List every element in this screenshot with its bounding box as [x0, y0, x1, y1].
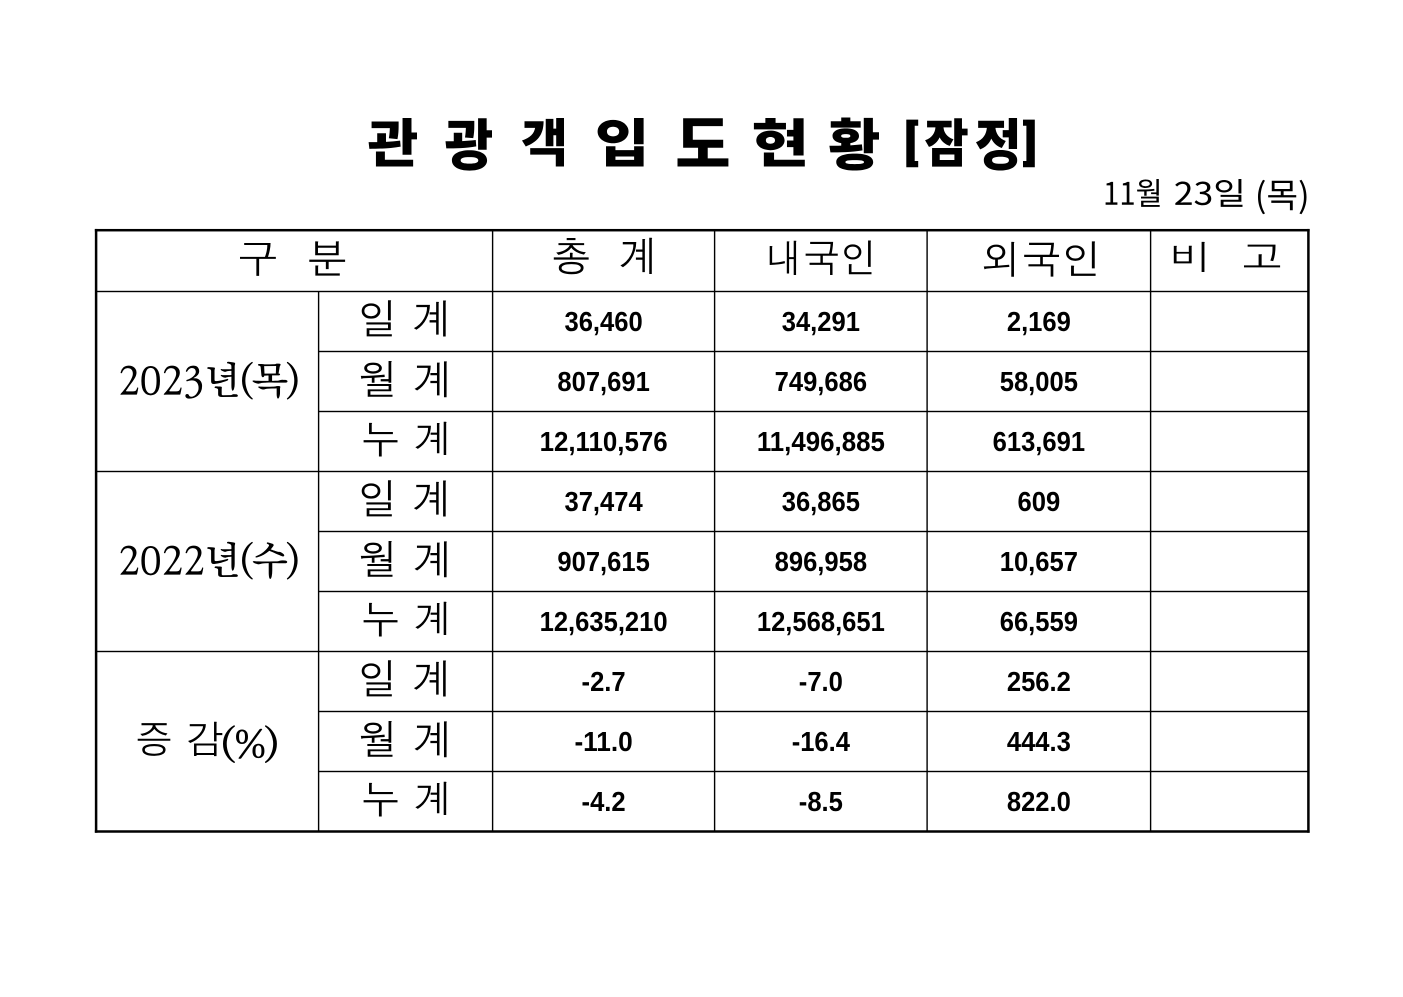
- svg-text:2,169: 2,169: [1007, 306, 1071, 337]
- svg-text:609: 609: [1018, 486, 1061, 517]
- svg-text:12,110,576: 12,110,576: [540, 426, 668, 457]
- svg-text:749,686: 749,686: [775, 366, 867, 397]
- svg-text:-4.2: -4.2: [582, 786, 626, 817]
- svg-text:-7.0: -7.0: [799, 666, 843, 697]
- svg-text:10,657: 10,657: [1000, 546, 1078, 577]
- svg-text:-2.7: -2.7: [582, 666, 626, 697]
- svg-text:-16.4: -16.4: [792, 726, 851, 757]
- svg-text:34,291: 34,291: [782, 306, 860, 337]
- svg-text:-11.0: -11.0: [574, 726, 632, 757]
- svg-text:907,615: 907,615: [557, 546, 649, 577]
- svg-text:807,691: 807,691: [557, 366, 649, 397]
- svg-text:613,691: 613,691: [993, 426, 1085, 457]
- svg-text:444.3: 444.3: [1007, 726, 1071, 757]
- svg-text:37,474: 37,474: [565, 486, 644, 517]
- svg-text:66,559: 66,559: [1000, 606, 1078, 637]
- svg-text:58,005: 58,005: [1000, 366, 1078, 397]
- svg-text:896,958: 896,958: [775, 546, 867, 577]
- svg-text:12,635,210: 12,635,210: [540, 606, 668, 637]
- svg-text:36,865: 36,865: [782, 486, 860, 517]
- svg-text:11,496,885: 11,496,885: [757, 426, 885, 457]
- svg-text:256.2: 256.2: [1007, 666, 1071, 697]
- svg-text:822.0: 822.0: [1007, 786, 1071, 817]
- svg-text:12,568,651: 12,568,651: [757, 606, 885, 637]
- svg-text:36,460: 36,460: [565, 306, 643, 337]
- svg-text:-8.5: -8.5: [799, 786, 843, 817]
